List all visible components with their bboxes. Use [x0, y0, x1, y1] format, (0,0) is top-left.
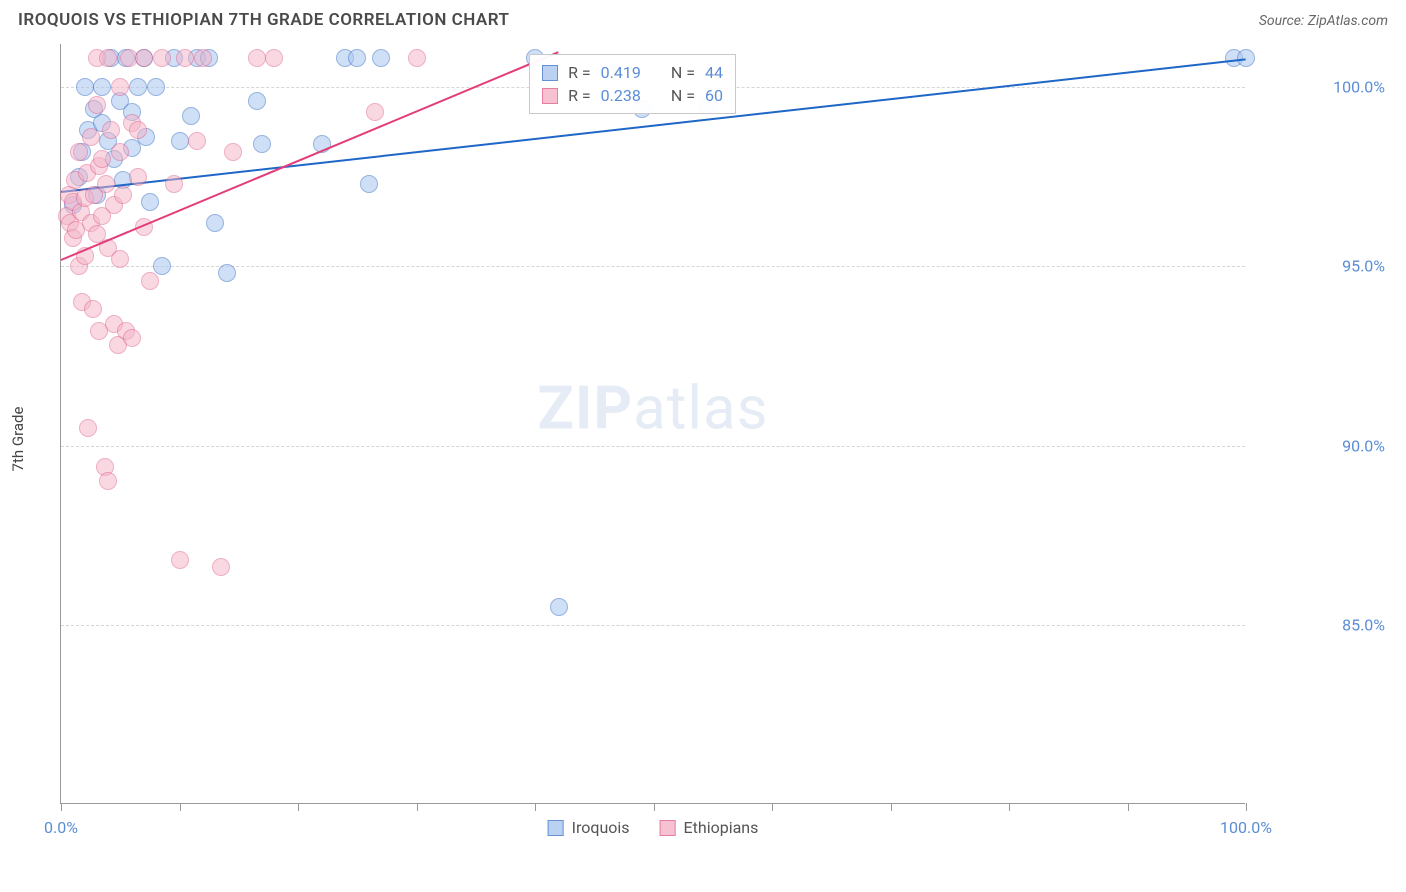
scatter-point-ethiopians [212, 558, 230, 576]
stat-n-value: 44 [705, 63, 723, 82]
stats-row-iroquois: R = 0.419 N = 44 [542, 61, 723, 84]
scatter-point-ethiopians [70, 143, 88, 161]
scatter-point-iroquois [76, 78, 94, 96]
legend-label: Iroquois [572, 818, 630, 837]
scatter-point-ethiopians [129, 121, 147, 139]
scatter-point-iroquois [372, 49, 390, 67]
scatter-point-ethiopians [265, 49, 283, 67]
scatter-point-ethiopians [248, 49, 266, 67]
plot-area: ZIPatlas 85.0%90.0%95.0%100.0%0.0%100.0%… [60, 44, 1245, 804]
x-tick [417, 803, 418, 811]
scatter-point-iroquois [360, 175, 378, 193]
scatter-point-ethiopians [102, 121, 120, 139]
scatter-point-iroquois [182, 107, 200, 125]
scatter-point-ethiopians [111, 143, 129, 161]
legend: Iroquois Ethiopians [548, 818, 759, 837]
gridline-h [61, 625, 1245, 626]
scatter-point-iroquois [253, 135, 271, 153]
legend-item-ethiopians: Ethiopians [660, 818, 759, 837]
scatter-point-ethiopians [171, 551, 189, 569]
x-tick-label: 0.0% [44, 818, 78, 837]
scatter-point-ethiopians [141, 272, 159, 290]
x-tick [654, 803, 655, 811]
gridline-h [61, 446, 1245, 447]
scatter-point-iroquois [248, 92, 266, 110]
chart-title: IROQUOIS VS ETHIOPIAN 7TH GRADE CORRELAT… [18, 10, 509, 30]
scatter-point-ethiopians [194, 49, 212, 67]
y-axis-label: 7th Grade [9, 407, 27, 472]
stat-r-label: R = [568, 86, 591, 105]
scatter-point-iroquois [550, 598, 568, 616]
legend-swatch-icon [542, 65, 558, 81]
scatter-point-ethiopians [111, 250, 129, 268]
scatter-point-ethiopians [97, 175, 115, 193]
scatter-point-ethiopians [84, 300, 102, 318]
y-tick-label: 100.0% [1255, 78, 1385, 97]
x-tick [891, 803, 892, 811]
legend-swatch-icon [542, 88, 558, 104]
scatter-point-iroquois [206, 214, 224, 232]
stat-n-value: 60 [705, 86, 723, 105]
scatter-point-ethiopians [88, 96, 106, 114]
x-tick [1009, 803, 1010, 811]
watermark: ZIPatlas [537, 373, 768, 444]
scatter-point-ethiopians [99, 472, 117, 490]
scatter-point-iroquois [93, 78, 111, 96]
scatter-point-iroquois [129, 78, 147, 96]
scatter-point-ethiopians [129, 168, 147, 186]
x-tick [298, 803, 299, 811]
legend-label: Ethiopians [684, 818, 759, 837]
scatter-point-ethiopians [79, 419, 97, 437]
source-attribution: Source: ZipAtlas.com [1259, 13, 1388, 29]
scatter-point-ethiopians [224, 143, 242, 161]
x-tick [61, 803, 62, 811]
stat-n-label: N = [671, 86, 695, 105]
scatter-point-ethiopians [153, 49, 171, 67]
legend-swatch-icon [548, 820, 564, 836]
gridline-h [61, 266, 1245, 267]
watermark-bold: ZIP [537, 373, 633, 444]
x-tick-label: 100.0% [1220, 818, 1272, 837]
y-tick-label: 85.0% [1255, 615, 1385, 634]
y-tick-label: 90.0% [1255, 436, 1385, 455]
scatter-point-ethiopians [114, 186, 132, 204]
stats-row-ethiopians: R = 0.238 N = 60 [542, 84, 723, 107]
scatter-point-ethiopians [93, 150, 111, 168]
x-tick [1128, 803, 1129, 811]
scatter-point-iroquois [218, 264, 236, 282]
scatter-point-ethiopians [176, 49, 194, 67]
stat-r-label: R = [568, 63, 591, 82]
stat-r-value: 0.238 [601, 86, 641, 105]
scatter-point-ethiopians [123, 329, 141, 347]
scatter-point-iroquois [147, 78, 165, 96]
scatter-point-ethiopians [82, 128, 100, 146]
scatter-point-iroquois [171, 132, 189, 150]
chart-area: 7th Grade ZIPatlas 85.0%90.0%95.0%100.0%… [48, 44, 1388, 834]
scatter-point-ethiopians [165, 175, 183, 193]
legend-swatch-icon [660, 820, 676, 836]
scatter-point-ethiopians [99, 49, 117, 67]
stats-box: R = 0.419 N = 44 R = 0.238 N = 60 [529, 54, 736, 114]
stat-n-label: N = [671, 63, 695, 82]
watermark-light: atlas [633, 373, 768, 444]
chart-header: IROQUOIS VS ETHIOPIAN 7TH GRADE CORRELAT… [0, 0, 1406, 38]
scatter-point-iroquois [141, 193, 159, 211]
legend-item-iroquois: Iroquois [548, 818, 630, 837]
scatter-point-iroquois [348, 49, 366, 67]
scatter-point-ethiopians [366, 103, 384, 121]
x-tick [1246, 803, 1247, 811]
x-tick [535, 803, 536, 811]
scatter-point-ethiopians [188, 132, 206, 150]
x-tick [772, 803, 773, 811]
scatter-point-ethiopians [135, 49, 153, 67]
stat-r-value: 0.419 [601, 63, 641, 82]
scatter-point-ethiopians [408, 49, 426, 67]
x-tick [180, 803, 181, 811]
scatter-point-ethiopians [111, 78, 129, 96]
y-tick-label: 95.0% [1255, 257, 1385, 276]
